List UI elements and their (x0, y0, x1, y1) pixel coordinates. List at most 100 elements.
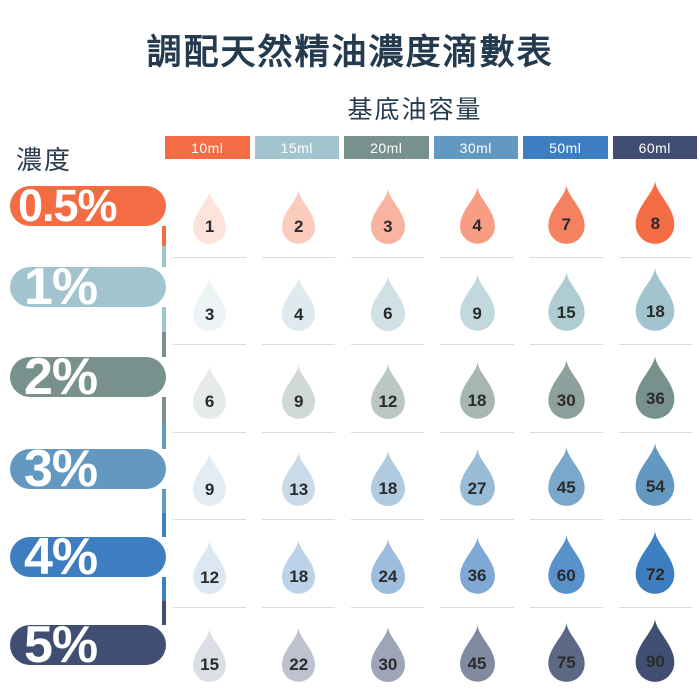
drop-count: 9 (294, 392, 304, 412)
drop-count: 15 (200, 655, 220, 675)
row-divider (618, 431, 692, 433)
drop-count: 18 (378, 479, 398, 499)
row-label-2pct: 2% (10, 348, 166, 406)
connector-line-segment (162, 577, 166, 601)
row-label-1pct: 1% (10, 258, 166, 316)
drop-cell: 7 (522, 170, 611, 258)
drop-cell: 54 (611, 433, 700, 521)
drop-count: 27 (467, 478, 487, 498)
drop-count: 36 (467, 566, 487, 586)
drop-cell: 2 (254, 170, 343, 258)
row-divider (440, 256, 514, 258)
row-divider (262, 431, 336, 433)
row-divider (351, 256, 425, 258)
drop-cell: 18 (343, 433, 432, 521)
column-header-60ml: 60ml (612, 136, 697, 159)
row-divider (351, 344, 425, 346)
row-divider (618, 606, 692, 608)
row-divider (440, 431, 514, 433)
row-divider (262, 606, 336, 608)
drop-cell: 13 (254, 433, 343, 521)
drop-count: 12 (200, 567, 220, 587)
connector-line-segment (162, 246, 166, 267)
drop-count: 36 (645, 389, 665, 409)
drop-count: 3 (204, 304, 215, 324)
drop-count: 54 (645, 476, 665, 496)
drop-cell: 1 (165, 170, 254, 258)
row-divider (529, 344, 603, 346)
row-label-5pct: 5% (10, 616, 166, 674)
drop-cell: 3 (343, 170, 432, 258)
drop-cell: 9 (165, 433, 254, 521)
drop-count: 2 (294, 216, 304, 236)
drop-count: 7 (561, 215, 571, 235)
connector-line-segment (162, 332, 166, 357)
drop-cell: 72 (611, 520, 700, 608)
row-divider (618, 344, 692, 346)
drop-cell: 18 (432, 345, 521, 433)
drop-cell: 12 (343, 345, 432, 433)
drop-count: 4 (472, 215, 482, 235)
column-header-20ml: 20ml (344, 136, 429, 159)
row-divider (173, 256, 247, 258)
column-header-50ml: 50ml (523, 136, 608, 159)
connector-line-segment (162, 307, 166, 332)
drop-count: 4 (294, 304, 304, 324)
drop-count: 3 (383, 216, 393, 236)
drop-count: 72 (645, 564, 665, 584)
drop-table: 1 2 3 4 7 8 3 4 6 9 15 18 6 9 12 18 30 3… (165, 170, 700, 696)
drop-cell: 4 (254, 258, 343, 346)
row-divider (529, 256, 603, 258)
drop-count: 1 (204, 217, 215, 237)
column-header-15ml: 15ml (254, 136, 339, 159)
row-divider (173, 344, 247, 346)
connector-line-segment (162, 423, 166, 449)
drop-cell: 12 (165, 520, 254, 608)
row-divider (618, 519, 692, 521)
drop-count: 45 (556, 478, 576, 498)
column-header-30ml: 30ml (433, 136, 518, 159)
drop-count: 22 (289, 654, 309, 674)
drop-cell: 18 (611, 258, 700, 346)
drop-cell: 30 (522, 345, 611, 433)
row-label-3pct: 3% (10, 440, 166, 498)
connector-line-segment (162, 601, 166, 625)
drop-count: 6 (383, 304, 393, 324)
drop-cell: 60 (522, 520, 611, 608)
drop-cell: 6 (165, 345, 254, 433)
drop-cell: 27 (432, 433, 521, 521)
drop-count: 30 (378, 654, 398, 674)
drop-count: 13 (289, 479, 309, 499)
column-header-10ml: 10ml (165, 136, 250, 159)
drop-cell: 9 (432, 258, 521, 346)
drop-count: 18 (289, 567, 309, 587)
connector-line-segment (162, 489, 166, 513)
drop-count: 60 (556, 565, 576, 585)
row-divider (262, 256, 336, 258)
connector-line-segment (162, 397, 166, 423)
row-divider (440, 344, 514, 346)
column-header-row: 10ml 15ml 20ml 30ml 50ml 60ml (165, 136, 697, 159)
drop-cell: 18 (254, 520, 343, 608)
drop-count: 45 (467, 653, 487, 673)
drop-count: 8 (650, 214, 661, 234)
drop-cell: 75 (522, 608, 611, 696)
drop-count: 9 (204, 480, 215, 499)
drop-cell: 3 (165, 258, 254, 346)
drop-cell: 15 (165, 608, 254, 696)
drop-cell: 90 (611, 608, 700, 696)
row-divider (173, 606, 247, 608)
drop-count: 90 (645, 652, 665, 672)
drop-cell: 36 (432, 520, 521, 608)
drop-cell: 24 (343, 520, 432, 608)
drop-count: 12 (378, 391, 398, 411)
connector-line-segment (162, 513, 166, 537)
drop-cell: 36 (611, 345, 700, 433)
drop-count: 75 (556, 653, 576, 673)
connector-line-segment (162, 226, 166, 246)
drop-count: 18 (645, 301, 665, 321)
drop-count: 18 (467, 391, 487, 411)
column-axis-title: 基底油容量 (347, 96, 483, 124)
row-divider (440, 606, 514, 608)
